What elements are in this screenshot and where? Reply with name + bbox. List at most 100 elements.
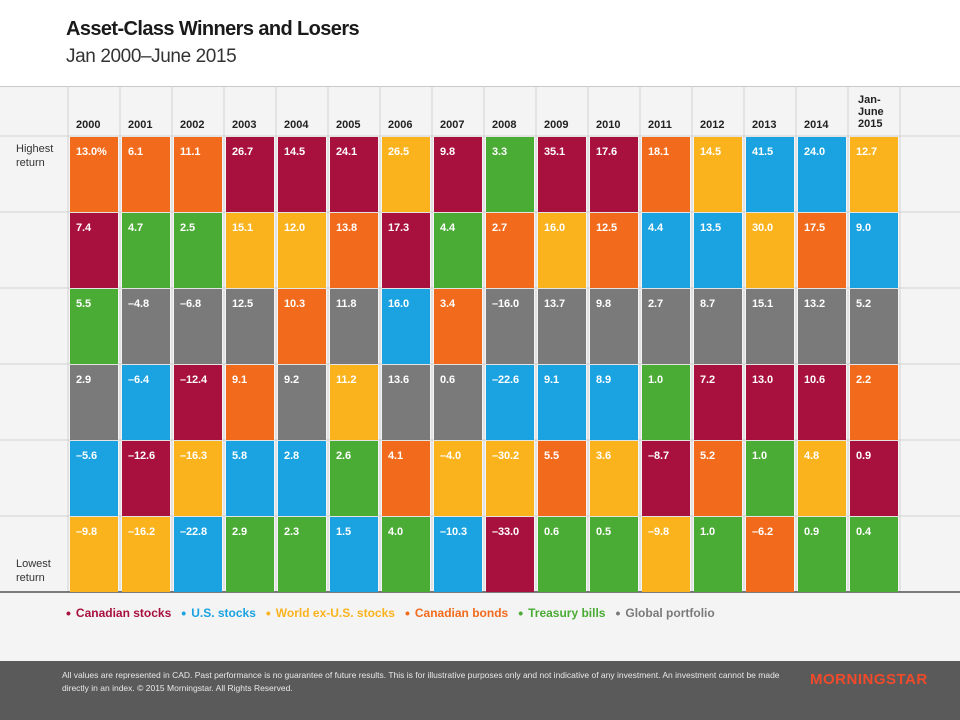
cell-jan-june-2015-rank-3: 5.2	[850, 289, 898, 364]
cell-2011-rank-4: 1.0	[642, 365, 690, 440]
cell-2000-rank-4: 2.9	[70, 365, 118, 440]
cell-2002-rank-1: 11.1	[174, 137, 222, 212]
legend-item: • Global portfolio	[615, 606, 714, 620]
year-label: 2000	[76, 119, 101, 131]
legend-label: Canadian stocks	[75, 606, 172, 620]
cell-2010-rank-3: 9.8	[590, 289, 638, 364]
cell-2013-rank-6: –6.2	[746, 517, 794, 592]
cell-2012-rank-5: 5.2	[694, 441, 742, 516]
year-label: 2006	[388, 119, 413, 131]
legend-dot-icon: •	[265, 605, 271, 621]
year-label: 2001	[128, 119, 153, 131]
cell-2003-rank-2: 15.1	[226, 213, 274, 288]
cell-2000-rank-6: –9.8	[70, 517, 118, 592]
cell-2013-rank-4: 13.0	[746, 365, 794, 440]
cell-2010-rank-6: 0.5	[590, 517, 638, 592]
cell-2004-rank-2: 12.0	[278, 213, 326, 288]
year-label: 2002	[180, 119, 205, 131]
cell-2005-rank-5: 2.6	[330, 441, 378, 516]
cell-2011-rank-6: –9.8	[642, 517, 690, 592]
cell-2001-rank-6: –16.2	[122, 517, 170, 592]
cell-2007-rank-5: –4.0	[434, 441, 482, 516]
footer-disclaimer: All values are represented in CAD. Past …	[62, 670, 780, 693]
row-label-highest: Highest return	[16, 143, 54, 169]
cell-2014-rank-6: 0.9	[798, 517, 846, 592]
year-label: 2014	[804, 119, 829, 131]
legend-item: • Treasury bills	[518, 606, 605, 620]
legend-dot-icon: •	[181, 605, 187, 621]
cell-2008-rank-3: –16.0	[486, 289, 534, 364]
cell-jan-june-2015-rank-1: 12.7	[850, 137, 898, 212]
cell-2004-rank-4: 9.2	[278, 365, 326, 440]
cell-2004-rank-1: 14.5	[278, 137, 326, 212]
cell-2011-rank-1: 18.1	[642, 137, 690, 212]
cell-2010-rank-1: 17.6	[590, 137, 638, 212]
cell-2013-rank-5: 1.0	[746, 441, 794, 516]
cell-2011-rank-5: –8.7	[642, 441, 690, 516]
morningstar-logo[interactable]: MORNINGSTAR	[810, 671, 928, 688]
cell-2001-rank-1: 6.1	[122, 137, 170, 212]
legend-item: • Canadian bonds	[405, 606, 508, 620]
cell-jan-june-2015-rank-4: 2.2	[850, 365, 898, 440]
cell-2005-rank-4: 11.2	[330, 365, 378, 440]
cell-2011-rank-2: 4.4	[642, 213, 690, 288]
row-label-lowest: Lowest return	[16, 558, 51, 584]
cell-2006-rank-4: 13.6	[382, 365, 430, 440]
cell-2010-rank-5: 3.6	[590, 441, 638, 516]
cell-2004-rank-5: 2.8	[278, 441, 326, 516]
legend-label: World ex-U.S. stocks	[275, 606, 395, 620]
cell-2002-rank-5: –16.3	[174, 441, 222, 516]
cell-2004-rank-3: 10.3	[278, 289, 326, 364]
cell-2014-rank-5: 4.8	[798, 441, 846, 516]
legend-dot-icon: •	[66, 605, 71, 621]
cell-2012-rank-3: 8.7	[694, 289, 742, 364]
cell-2006-rank-2: 17.3	[382, 213, 430, 288]
cell-2002-rank-6: –22.8	[174, 517, 222, 592]
cell-2012-rank-2: 13.5	[694, 213, 742, 288]
cell-2014-rank-1: 24.0	[798, 137, 846, 212]
cell-jan-june-2015-rank-2: 9.0	[850, 213, 898, 288]
cell-2004-rank-6: 2.3	[278, 517, 326, 592]
cell-2002-rank-2: 2.5	[174, 213, 222, 288]
cell-2008-rank-1: 3.3	[486, 137, 534, 212]
chart-title: Asset-Class Winners and Losers	[66, 18, 360, 40]
cell-2009-rank-2: 16.0	[538, 213, 586, 288]
cell-2002-rank-4: –12.4	[174, 365, 222, 440]
cell-2014-rank-2: 17.5	[798, 213, 846, 288]
cell-2007-rank-2: 4.4	[434, 213, 482, 288]
cell-2013-rank-2: 30.0	[746, 213, 794, 288]
chart-subtitle: Jan 2000–June 2015	[66, 46, 237, 67]
cell-2013-rank-3: 15.1	[746, 289, 794, 364]
legend-item: • World ex-U.S. stocks	[266, 606, 395, 620]
year-label: 2003	[232, 119, 257, 131]
cell-2008-rank-4: –22.6	[486, 365, 534, 440]
legend-dot-icon: •	[404, 605, 410, 621]
cell-2005-rank-2: 13.8	[330, 213, 378, 288]
cell-2012-rank-4: 7.2	[694, 365, 742, 440]
cell-2010-rank-2: 12.5	[590, 213, 638, 288]
cell-2000-rank-2: 7.4	[70, 213, 118, 288]
cell-2001-rank-3: –4.8	[122, 289, 170, 364]
cell-2014-rank-3: 13.2	[798, 289, 846, 364]
legend-label: U.S. stocks	[191, 606, 256, 620]
cell-2011-rank-3: 2.7	[642, 289, 690, 364]
cell-2003-rank-3: 12.5	[226, 289, 274, 364]
cell-2008-rank-6: –33.0	[486, 517, 534, 592]
legend-label: Canadian bonds	[414, 606, 509, 620]
cell-2000-rank-1: 13.0%	[70, 137, 118, 212]
legend: • Canadian stocks • U.S. stocks • World ex-U.…	[66, 606, 725, 620]
cell-2003-rank-6: 2.9	[226, 517, 274, 592]
year-label: 2008	[492, 119, 517, 131]
cell-2003-rank-5: 5.8	[226, 441, 274, 516]
cell-2000-rank-3: 5.5	[70, 289, 118, 364]
year-label: 2007	[440, 119, 465, 131]
footer: All values are represented in CAD. Past …	[0, 661, 960, 720]
cell-2007-rank-6: –10.3	[434, 517, 482, 592]
year-label: 2009	[544, 119, 569, 131]
cell-2010-rank-4: 8.9	[590, 365, 638, 440]
cell-2006-rank-5: 4.1	[382, 441, 430, 516]
cell-2003-rank-4: 9.1	[226, 365, 274, 440]
year-label: 2005	[336, 119, 361, 131]
cell-2002-rank-3: –6.8	[174, 289, 222, 364]
cell-2006-rank-1: 26.5	[382, 137, 430, 212]
